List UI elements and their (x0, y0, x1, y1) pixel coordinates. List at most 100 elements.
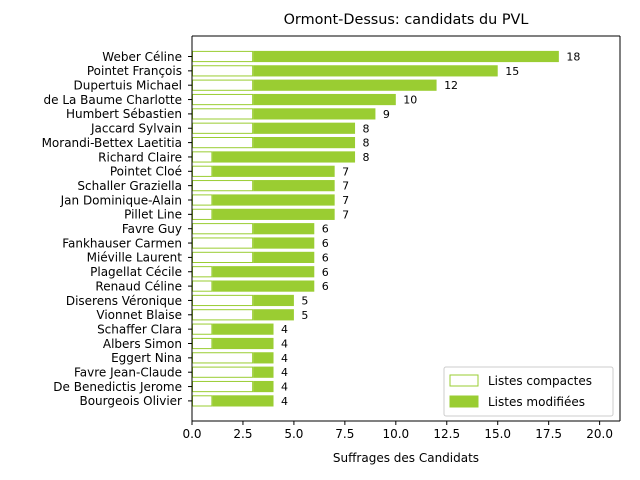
x-tick-label-1: 2.5 (233, 427, 252, 441)
y-tick-label-de-benedictis-jerome: De Benedictis Jerome (53, 380, 182, 394)
bar-modifiees-mieville-laurent (253, 251, 315, 263)
bar-compactes-eggert-nina (192, 352, 254, 364)
y-tick-label-fankhauser-carmen: Fankhauser Carmen (62, 236, 182, 250)
bar-compactes-bourgeois-olivier (192, 395, 213, 407)
bar-modifiees-pillet-line (212, 208, 335, 220)
x-tick-label-7: 17.5 (535, 427, 562, 441)
bar-compactes-albers-simon (192, 337, 213, 350)
bar-compactes-schaller-graziella (192, 180, 254, 192)
bar-modifiees-plagellat-cecile (212, 266, 315, 278)
bar-compactes-plagellat-cecile (192, 266, 213, 278)
bar-compactes-jaccard-sylvain (192, 122, 254, 134)
y-tick-label-schaffer-clara: Schaffer Clara (97, 322, 182, 336)
bar-modifiees-morandi-bettex-laetitia (253, 137, 356, 149)
x-ticks: 0.0 2.5 5.0 7.5 10.0 12.5 15.0 17.5 20.0 (182, 421, 613, 441)
value-label-renaud-celine: 6 (322, 280, 329, 293)
value-label-albers-simon: 4 (281, 338, 288, 351)
bar-modifiees-de-benedictis-jerome (253, 380, 274, 393)
bar-compactes-diserens-veronique (192, 294, 254, 307)
bar-compactes-schaffer-clara (192, 323, 213, 335)
bar-modifiees-weber-celine (253, 50, 559, 63)
bar-modifiees-diserens-veronique (253, 294, 294, 307)
value-label-favre-jean-claude: 4 (281, 366, 288, 379)
bar-modifiees-richard-claire (212, 151, 356, 163)
bar-modifiees-favre-guy (253, 223, 315, 235)
y-tick-label-mieville-laurent: Miéville Laurent (87, 251, 183, 265)
bar-modifiees-eggert-nina (253, 352, 274, 364)
y-tick-label-schaller-graziella: Schaller Graziella (77, 179, 182, 193)
legend-label-listes-modifiees: Listes modifiées (488, 395, 585, 409)
value-label-de-la-baume-charlotte: 10 (403, 94, 417, 107)
value-label-morandi-bettex-laetitia: 8 (363, 137, 370, 150)
x-tick-label-5: 12.5 (433, 427, 460, 441)
bar-modifiees-bourgeois-olivier (212, 395, 274, 407)
value-label-favre-guy: 6 (322, 223, 329, 236)
value-label-vionnet-blaise: 5 (301, 309, 308, 322)
x-tick-label-2: 5.0 (284, 427, 303, 441)
bar-compactes-pillet-line (192, 208, 213, 220)
legend-swatch-listes-compactes (449, 374, 479, 387)
value-label-jan-dominique-alain: 7 (342, 194, 349, 207)
y-tick-label-pointet-francois: Pointet François (87, 64, 182, 78)
chart-title: Ormont-Dessus: candidats du PVL (284, 12, 529, 28)
y-tick-label-dupertuis-michael: Dupertuis Michael (74, 79, 182, 93)
bar-compactes-mieville-laurent (192, 251, 254, 264)
bar-modifiees-pointet-cloe (212, 165, 335, 177)
legend-label-listes-compactes: Listes compactes (488, 374, 592, 388)
y-tick-label-morandi-bettex-laetitia: Morandi-Bettex Laetitia (42, 136, 182, 150)
bar-compactes-de-la-baume-charlotte (192, 93, 254, 106)
bars-layer (192, 50, 559, 407)
bar-compactes-favre-jean-claude (192, 366, 254, 378)
bar-modifiees-schaller-graziella (253, 180, 335, 192)
value-label-pillet-line: 7 (342, 208, 349, 221)
bar-modifiees-fankhauser-carmen (253, 237, 315, 249)
y-tick-label-jaccard-sylvain: Jaccard Sylvain (90, 122, 182, 136)
value-label-pointet-cloe: 7 (342, 165, 349, 178)
value-label-richard-claire: 8 (363, 151, 370, 164)
y-tick-label-renaud-celine: Renaud Céline (95, 279, 182, 293)
bar-compactes-de-benedictis-jerome (192, 380, 254, 393)
bar-compactes-morandi-bettex-laetitia (192, 137, 254, 149)
y-tick-label-bourgeois-olivier: Bourgeois Olivier (79, 394, 182, 408)
bar-modifiees-vionnet-blaise (253, 309, 294, 321)
y-tick-label-albers-simon: Albers Simon (103, 337, 182, 351)
y-tick-label-humbert-sebastien: Humbert Sébastien (66, 107, 182, 121)
value-label-weber-celine: 18 (566, 51, 580, 64)
y-tick-label-favre-guy: Favre Guy (122, 222, 182, 236)
y-tick-label-pillet-line: Pillet Line (124, 208, 182, 222)
bar-modifiees-jan-dominique-alain (212, 194, 335, 206)
value-label-humbert-sebastien: 9 (383, 108, 390, 121)
y-tick-label-weber-celine: Weber Céline (102, 50, 182, 64)
bar-modifiees-jaccard-sylvain (253, 122, 356, 134)
bar-modifiees-pointet-francois (253, 65, 498, 77)
bar-compactes-jan-dominique-alain (192, 194, 213, 206)
y-tick-label-richard-claire: Richard Claire (98, 150, 182, 164)
bar-compactes-pointet-cloe (192, 165, 213, 177)
legend-box (443, 366, 614, 417)
bar-modifiees-schaffer-clara (212, 323, 274, 335)
y-tick-label-de-la-baume-charlotte: de La Baume Charlotte (44, 93, 183, 107)
bar-compactes-pointet-francois (192, 65, 254, 77)
bar-modifiees-albers-simon (212, 337, 274, 350)
value-label-diserens-veronique: 5 (301, 294, 308, 307)
bar-compactes-fankhauser-carmen (192, 237, 254, 249)
x-tick-label-3: 7.5 (335, 427, 354, 441)
x-axis-title: Suffrages des Candidats (333, 451, 479, 465)
x-tick-label-6: 15.0 (484, 427, 511, 441)
value-label-mieville-laurent: 6 (322, 251, 329, 264)
bar-modifiees-favre-jean-claude (253, 366, 274, 378)
legend-swatch-listes-modifiees (449, 395, 479, 408)
bar-compactes-vionnet-blaise (192, 309, 254, 321)
y-tick-label-favre-jean-claude: Favre Jean-Claude (74, 366, 182, 380)
legend: Listes compactes Listes modifiées (443, 366, 614, 417)
value-label-jaccard-sylvain: 8 (363, 122, 370, 135)
bar-modifiees-de-la-baume-charlotte (253, 93, 396, 106)
y-tick-label-pointet-cloe: Pointet Cloé (110, 165, 182, 179)
x-tick-label-0: 0.0 (182, 427, 201, 441)
y-tick-label-eggert-nina: Eggert Nina (111, 351, 182, 365)
value-label-fankhauser-carmen: 6 (322, 237, 329, 250)
y-tick-label-jan-dominique-alain: Jan Dominique-Alain (60, 193, 182, 207)
